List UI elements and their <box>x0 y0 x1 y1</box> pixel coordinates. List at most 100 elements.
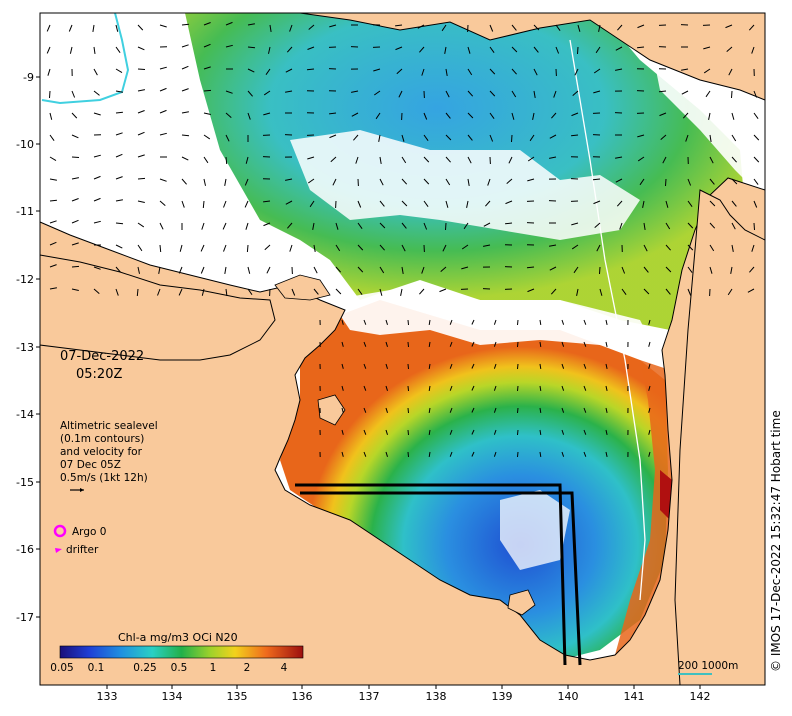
velocity-arrow <box>244 200 249 208</box>
velocity-arrow <box>178 266 183 274</box>
velocity-arrow <box>445 156 451 163</box>
velocity-arrow <box>487 178 491 186</box>
velocity-arrow <box>471 407 475 413</box>
velocity-arrow <box>93 266 101 270</box>
cloud-patch-gulf <box>500 490 570 570</box>
velocity-arrow <box>332 178 337 186</box>
velocity-arrow <box>247 288 253 295</box>
velocity-arrow <box>533 68 538 76</box>
velocity-arrow <box>483 244 491 247</box>
velocity-arrow <box>444 46 447 54</box>
velocity-arrow <box>385 407 388 413</box>
velocity-arrow <box>225 21 233 26</box>
velocity-arrow <box>583 341 587 347</box>
velocity-arrow <box>731 222 736 230</box>
velocity-arrow <box>225 156 228 165</box>
lon-tick-141: 141 <box>624 690 645 703</box>
velocity-arrow <box>137 110 145 114</box>
velocity-arrow <box>539 451 542 457</box>
velocity-arrow <box>467 46 471 54</box>
velocity-arrow <box>423 156 430 163</box>
velocity-arrow <box>643 244 648 252</box>
velocity-arrow <box>71 90 76 98</box>
velocity-arrow <box>658 90 667 93</box>
velocity-arrow <box>341 363 344 369</box>
velocity-arrow <box>532 112 535 120</box>
velocity-arrow <box>341 429 344 435</box>
velocity-arrow <box>335 288 342 295</box>
velocity-arrow <box>181 134 190 137</box>
lat-tick-16: -16 <box>16 543 34 556</box>
velocity-arrow <box>93 197 101 202</box>
velocity-arrow <box>159 24 167 28</box>
velocity-arrow <box>329 134 337 139</box>
velocity-arrow <box>181 200 185 208</box>
velocity-arrow <box>423 200 429 207</box>
velocity-arrow <box>269 24 272 32</box>
velocity-arrow <box>461 266 469 270</box>
velocity-arrow <box>751 244 755 252</box>
velocity-arrow <box>244 178 249 186</box>
velocity-arrow <box>483 222 491 227</box>
velocity-arrow <box>71 177 79 180</box>
velocity-arrow <box>225 288 228 296</box>
velocity-arrow <box>682 112 689 119</box>
velocity-arrow <box>583 385 587 391</box>
velocity-arrow <box>423 134 429 141</box>
velocity-arrow <box>115 222 124 225</box>
velocity-arrow <box>539 385 542 391</box>
velocity-arrow <box>71 156 80 158</box>
velocity-arrow <box>379 156 382 164</box>
velocity-arrow <box>550 288 557 295</box>
velocity-arrow <box>533 24 540 31</box>
velocity-arrow <box>506 178 513 184</box>
velocity-arrow <box>137 266 140 274</box>
velocity-arrow <box>731 200 737 207</box>
velocity-arrow <box>527 156 535 162</box>
velocity-arrow <box>266 266 271 274</box>
velocity-arrow <box>137 89 145 92</box>
velocity-arrow <box>709 244 715 252</box>
velocity-arrow <box>363 451 367 457</box>
velocity-arrow <box>93 46 96 54</box>
velocity-arrow <box>137 24 144 31</box>
lat-tick-13: -13 <box>16 341 34 354</box>
lat-tick-14: -14 <box>16 408 34 421</box>
velocity-arrow <box>159 66 167 70</box>
velocity-arrow <box>357 266 364 273</box>
velocity-arrow <box>605 363 608 370</box>
velocity-arrow <box>401 200 408 207</box>
velocity-arrow <box>69 46 73 54</box>
velocity-arrow <box>449 341 453 347</box>
velocity-arrow <box>709 134 712 142</box>
velocity-arrow <box>157 288 161 296</box>
land-west <box>39 254 276 361</box>
map-date: 07-Dec-2022 <box>60 349 144 364</box>
velocity-arrow <box>517 319 519 326</box>
velocity-arrow <box>511 68 517 75</box>
velocity-arrow <box>201 222 205 230</box>
velocity-arrow <box>341 385 344 391</box>
velocity-arrow <box>489 46 495 53</box>
velocity-arrow <box>731 134 737 142</box>
velocity-arrow <box>385 319 388 325</box>
velocity-arrow <box>493 363 497 369</box>
velocity-arrow <box>203 43 211 48</box>
velocity-arrow <box>93 112 101 116</box>
velocity-arrow <box>93 154 101 158</box>
velocity-arrow <box>179 244 183 252</box>
velocity-arrow <box>203 89 212 92</box>
velocity-arrow <box>49 287 57 290</box>
velocity-arrow <box>423 222 428 230</box>
velocity-arrow <box>401 222 407 229</box>
velocity-arrow <box>583 451 587 457</box>
velocity-arrow <box>137 68 146 70</box>
colorbar-title: Chl-a mg/m3 OCi N20 <box>118 631 238 644</box>
velocity-arrow <box>247 68 255 73</box>
velocity-arrow <box>471 429 475 435</box>
velocity-arrow <box>572 90 579 96</box>
longitude-tick-marks <box>106 685 701 689</box>
velocity-arrow <box>363 407 367 413</box>
velocity-arrow <box>49 178 57 181</box>
velocity-arrow <box>493 407 497 413</box>
